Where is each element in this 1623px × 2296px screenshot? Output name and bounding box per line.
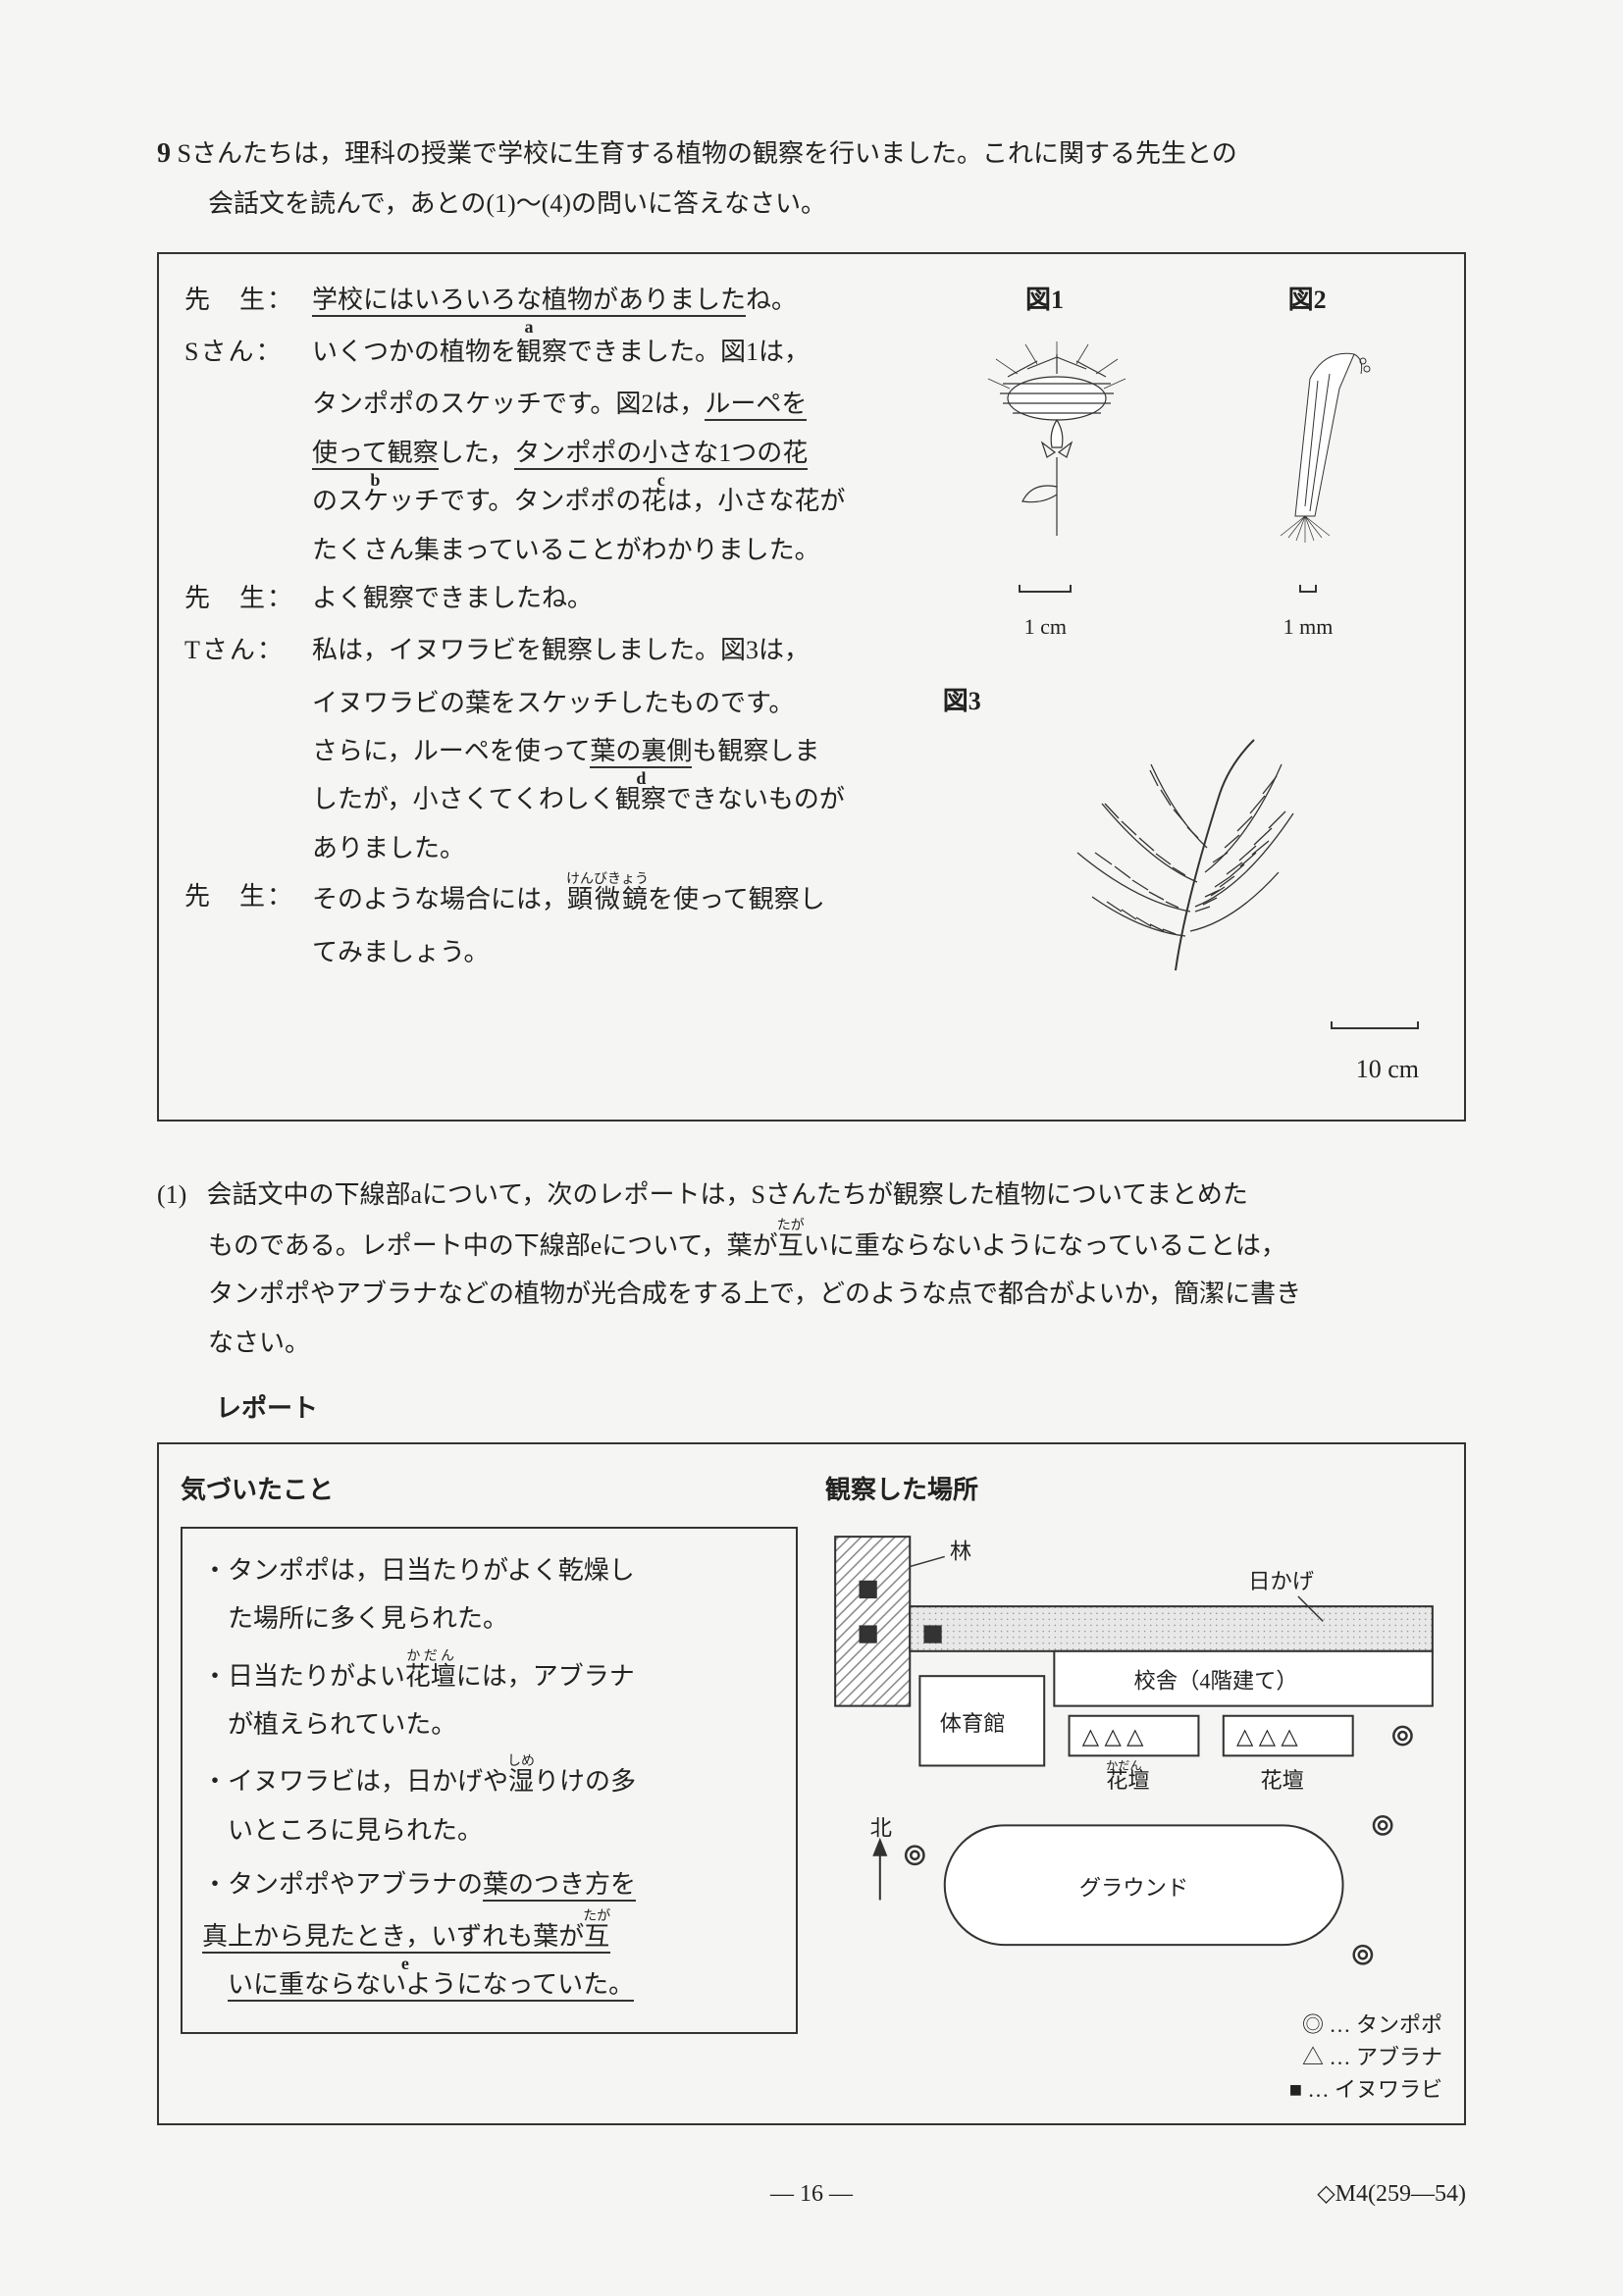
annotation-b: b bbox=[370, 463, 380, 496]
page-code: ◇M4(259―54) bbox=[1317, 2172, 1466, 2218]
speaker-teacher: 先 生： bbox=[184, 872, 312, 923]
intro-text-1: Sさんたちは，理科の授業で学校に生育する植物の観察を行いました。これに関する先生… bbox=[178, 139, 1237, 168]
map-flowerbed-label-1: 花壇 bbox=[1106, 1768, 1150, 1793]
speaker-teacher: 先 生： bbox=[184, 574, 312, 622]
intro-line-2: 会話文を読んで，あとの(1)〜(4)の問いに答えなさい。 bbox=[157, 180, 1466, 228]
speaker-t: Tさん： bbox=[184, 626, 312, 674]
map-ground-label: グラウンド bbox=[1079, 1875, 1189, 1900]
annotation-a: a bbox=[525, 310, 534, 343]
speech-cont: 使って観察 b した， タンポポの小さな1つの花 c bbox=[184, 429, 894, 477]
annotation-d: d bbox=[636, 761, 646, 795]
obs-item: ・タンポポやアブラナの葉のつき方を 真上から見たとき，いずれも葉が互たがe いに… bbox=[202, 1860, 776, 2009]
subq-number: (1) bbox=[157, 1171, 200, 1219]
speaker-teacher: 先 生： bbox=[184, 276, 312, 324]
speech: 私は，イヌワラビを観察しました。図3は， bbox=[312, 626, 894, 674]
dialogue-line: 先 生： よく観察できましたね。 bbox=[184, 574, 894, 622]
speech: 学校にはいろいろな植物がありました a ね。 bbox=[312, 276, 894, 324]
scale-1cm: 1 cm bbox=[1019, 565, 1072, 648]
scale-10cm: 10 cm bbox=[914, 997, 1439, 1094]
speech-cont: さらに，ルーペを使って 葉の裏側 d も観察しま bbox=[184, 727, 894, 775]
speech: よく観察できましたね。 bbox=[312, 574, 894, 622]
speaker-s: Sさん： bbox=[184, 328, 312, 376]
obs-item: ・タンポポは，日当たりがよく乾燥し た場所に多く見られた。 bbox=[202, 1546, 776, 1644]
dandelion-icon bbox=[973, 330, 1140, 546]
map-flowerbed-label-2: 花壇 bbox=[1260, 1768, 1304, 1793]
speech-cont: イヌワラビの葉をスケッチしたものです。 bbox=[184, 679, 894, 727]
report-box: 気づいたこと ・タンポポは，日当たりがよく乾燥し た場所に多く見られた。 ・日当… bbox=[157, 1442, 1466, 2124]
legend-inuwarabi: ■ … イヌワラビ bbox=[825, 2073, 1442, 2106]
school-map: 林 日かげ 校舎（4階建て） 体育館 △ △ △ bbox=[825, 1527, 1442, 1985]
fig3-block: 図3 bbox=[914, 677, 1439, 1094]
dialogue-line: 先 生： 学校にはいろいろな植物がありました a ね。 bbox=[184, 276, 894, 324]
scale-1mm: 1 mm bbox=[1283, 565, 1334, 648]
question-intro: 9 Sさんたちは，理科の授業で学校に生育する植物の観察を行いました。これに関する… bbox=[157, 128, 1466, 229]
figure-images-row bbox=[914, 330, 1439, 561]
map-gym-label: 体育館 bbox=[940, 1711, 1006, 1736]
dialogue-line: 先 生： そのような場合には，顕微鏡けんびきょうを使って観察し bbox=[184, 872, 894, 923]
subq-line: (1) 会話文中の下線部aについて，次のレポートは，Sさんたちが観察した植物につ… bbox=[157, 1171, 1466, 1219]
speech-cont: したが，小さくてくわしく観察できないものが bbox=[184, 775, 894, 823]
map-shade-label: 日かげ bbox=[1248, 1569, 1314, 1593]
subq-line: ものである。レポート中の下線部eについて，葉が互たがいに重ならないようになってい… bbox=[157, 1219, 1466, 1270]
obs-item: ・イヌワラビは，日かげや湿しめりけの多 いところに見られた。 bbox=[202, 1754, 776, 1854]
dialogue-text: 先 生： 学校にはいろいろな植物がありました a ね。 Sさん： いくつかの植物… bbox=[184, 276, 894, 1094]
intro-line-1: 9 Sさんたちは，理科の授業で学校に生育する植物の観察を行いました。これに関する… bbox=[157, 128, 1466, 180]
fig1-label: 図1 bbox=[1025, 276, 1064, 324]
map-north-label: 北 bbox=[870, 1815, 892, 1840]
map-building-label: 校舎（4階建て） bbox=[1134, 1668, 1298, 1693]
speech: そのような場合には，顕微鏡けんびきょうを使って観察し bbox=[312, 872, 894, 923]
map-forest-label: 林 bbox=[950, 1539, 971, 1563]
map-legend: ◎ … タンポポ △ … アブラナ ■ … イヌワラビ bbox=[825, 2009, 1442, 2106]
dialogue-figures: 図1 図2 bbox=[914, 276, 1439, 1094]
speech-cont: のスケッチです。タンポポの花は，小さな花が bbox=[184, 477, 894, 525]
map-heading: 観察した場所 bbox=[825, 1466, 1442, 1514]
observations-box: ・タンポポは，日当たりがよく乾燥し た場所に多く見られた。 ・日当たりがよい花壇… bbox=[181, 1527, 798, 2035]
dialogue-box: 先 生： 学校にはいろいろな植物がありました a ね。 Sさん： いくつかの植物… bbox=[157, 252, 1466, 1122]
observations-heading: 気づいたこと bbox=[181, 1466, 798, 1514]
report-right: 観察した場所 林 日かげ bbox=[825, 1466, 1442, 2105]
dialogue-line: Sさん： いくつかの植物を観察できました。図1は， bbox=[184, 328, 894, 376]
speech-cont: タンポポのスケッチです。図2は，ルーペを bbox=[184, 380, 894, 428]
figure-labels-row: 図1 図2 bbox=[914, 276, 1439, 324]
legend-tanpopo: ◎ … タンポポ bbox=[825, 2009, 1442, 2041]
svg-text:△ △ △: △ △ △ bbox=[1082, 1724, 1144, 1748]
speech-cont: たくさん集まっていることがわかりました。 bbox=[184, 526, 894, 574]
annotation-c: c bbox=[657, 463, 665, 496]
scale-row-1: 1 cm 1 mm bbox=[914, 565, 1439, 648]
obs-item: ・日当たりがよい花壇かだんには，アブラナ が植えられていた。 bbox=[202, 1649, 776, 1749]
sub-question-1: (1) 会話文中の下線部aについて，次のレポートは，Sさんたちが観察した植物につ… bbox=[157, 1171, 1466, 1368]
fig3-label: 図3 bbox=[914, 677, 1439, 725]
speech: いくつかの植物を観察できました。図1は， bbox=[312, 328, 894, 376]
dandelion-figure bbox=[973, 330, 1140, 561]
speech-cont: てみましょう。 bbox=[184, 928, 894, 976]
svg-text:△ △ △: △ △ △ bbox=[1236, 1724, 1298, 1748]
report-title: レポート bbox=[216, 1384, 1466, 1433]
question-number: 9 bbox=[157, 138, 171, 169]
speech-cont: ありました。 bbox=[184, 824, 894, 872]
fern-figure bbox=[914, 725, 1439, 996]
underline-e: 真上から見たとき，いずれも葉が互たが bbox=[202, 1922, 610, 1954]
legend-aburana: △ … アブラナ bbox=[825, 2041, 1442, 2073]
report-left: 気づいたこと ・タンポポは，日当たりがよく乾燥し た場所に多く見られた。 ・日当… bbox=[181, 1466, 798, 2105]
fern-icon bbox=[1038, 725, 1313, 980]
subq-line: なさい。 bbox=[157, 1319, 1466, 1367]
subq-line: タンポポやアブラナなどの植物が光合成をする上で，どのような点で都合がよいか，簡潔… bbox=[157, 1270, 1466, 1318]
floret-figure bbox=[1261, 339, 1379, 561]
floret-icon bbox=[1261, 339, 1379, 546]
fig2-label: 図2 bbox=[1288, 276, 1327, 324]
dialogue-line: Tさん： 私は，イヌワラビを観察しました。図3は， bbox=[184, 626, 894, 674]
